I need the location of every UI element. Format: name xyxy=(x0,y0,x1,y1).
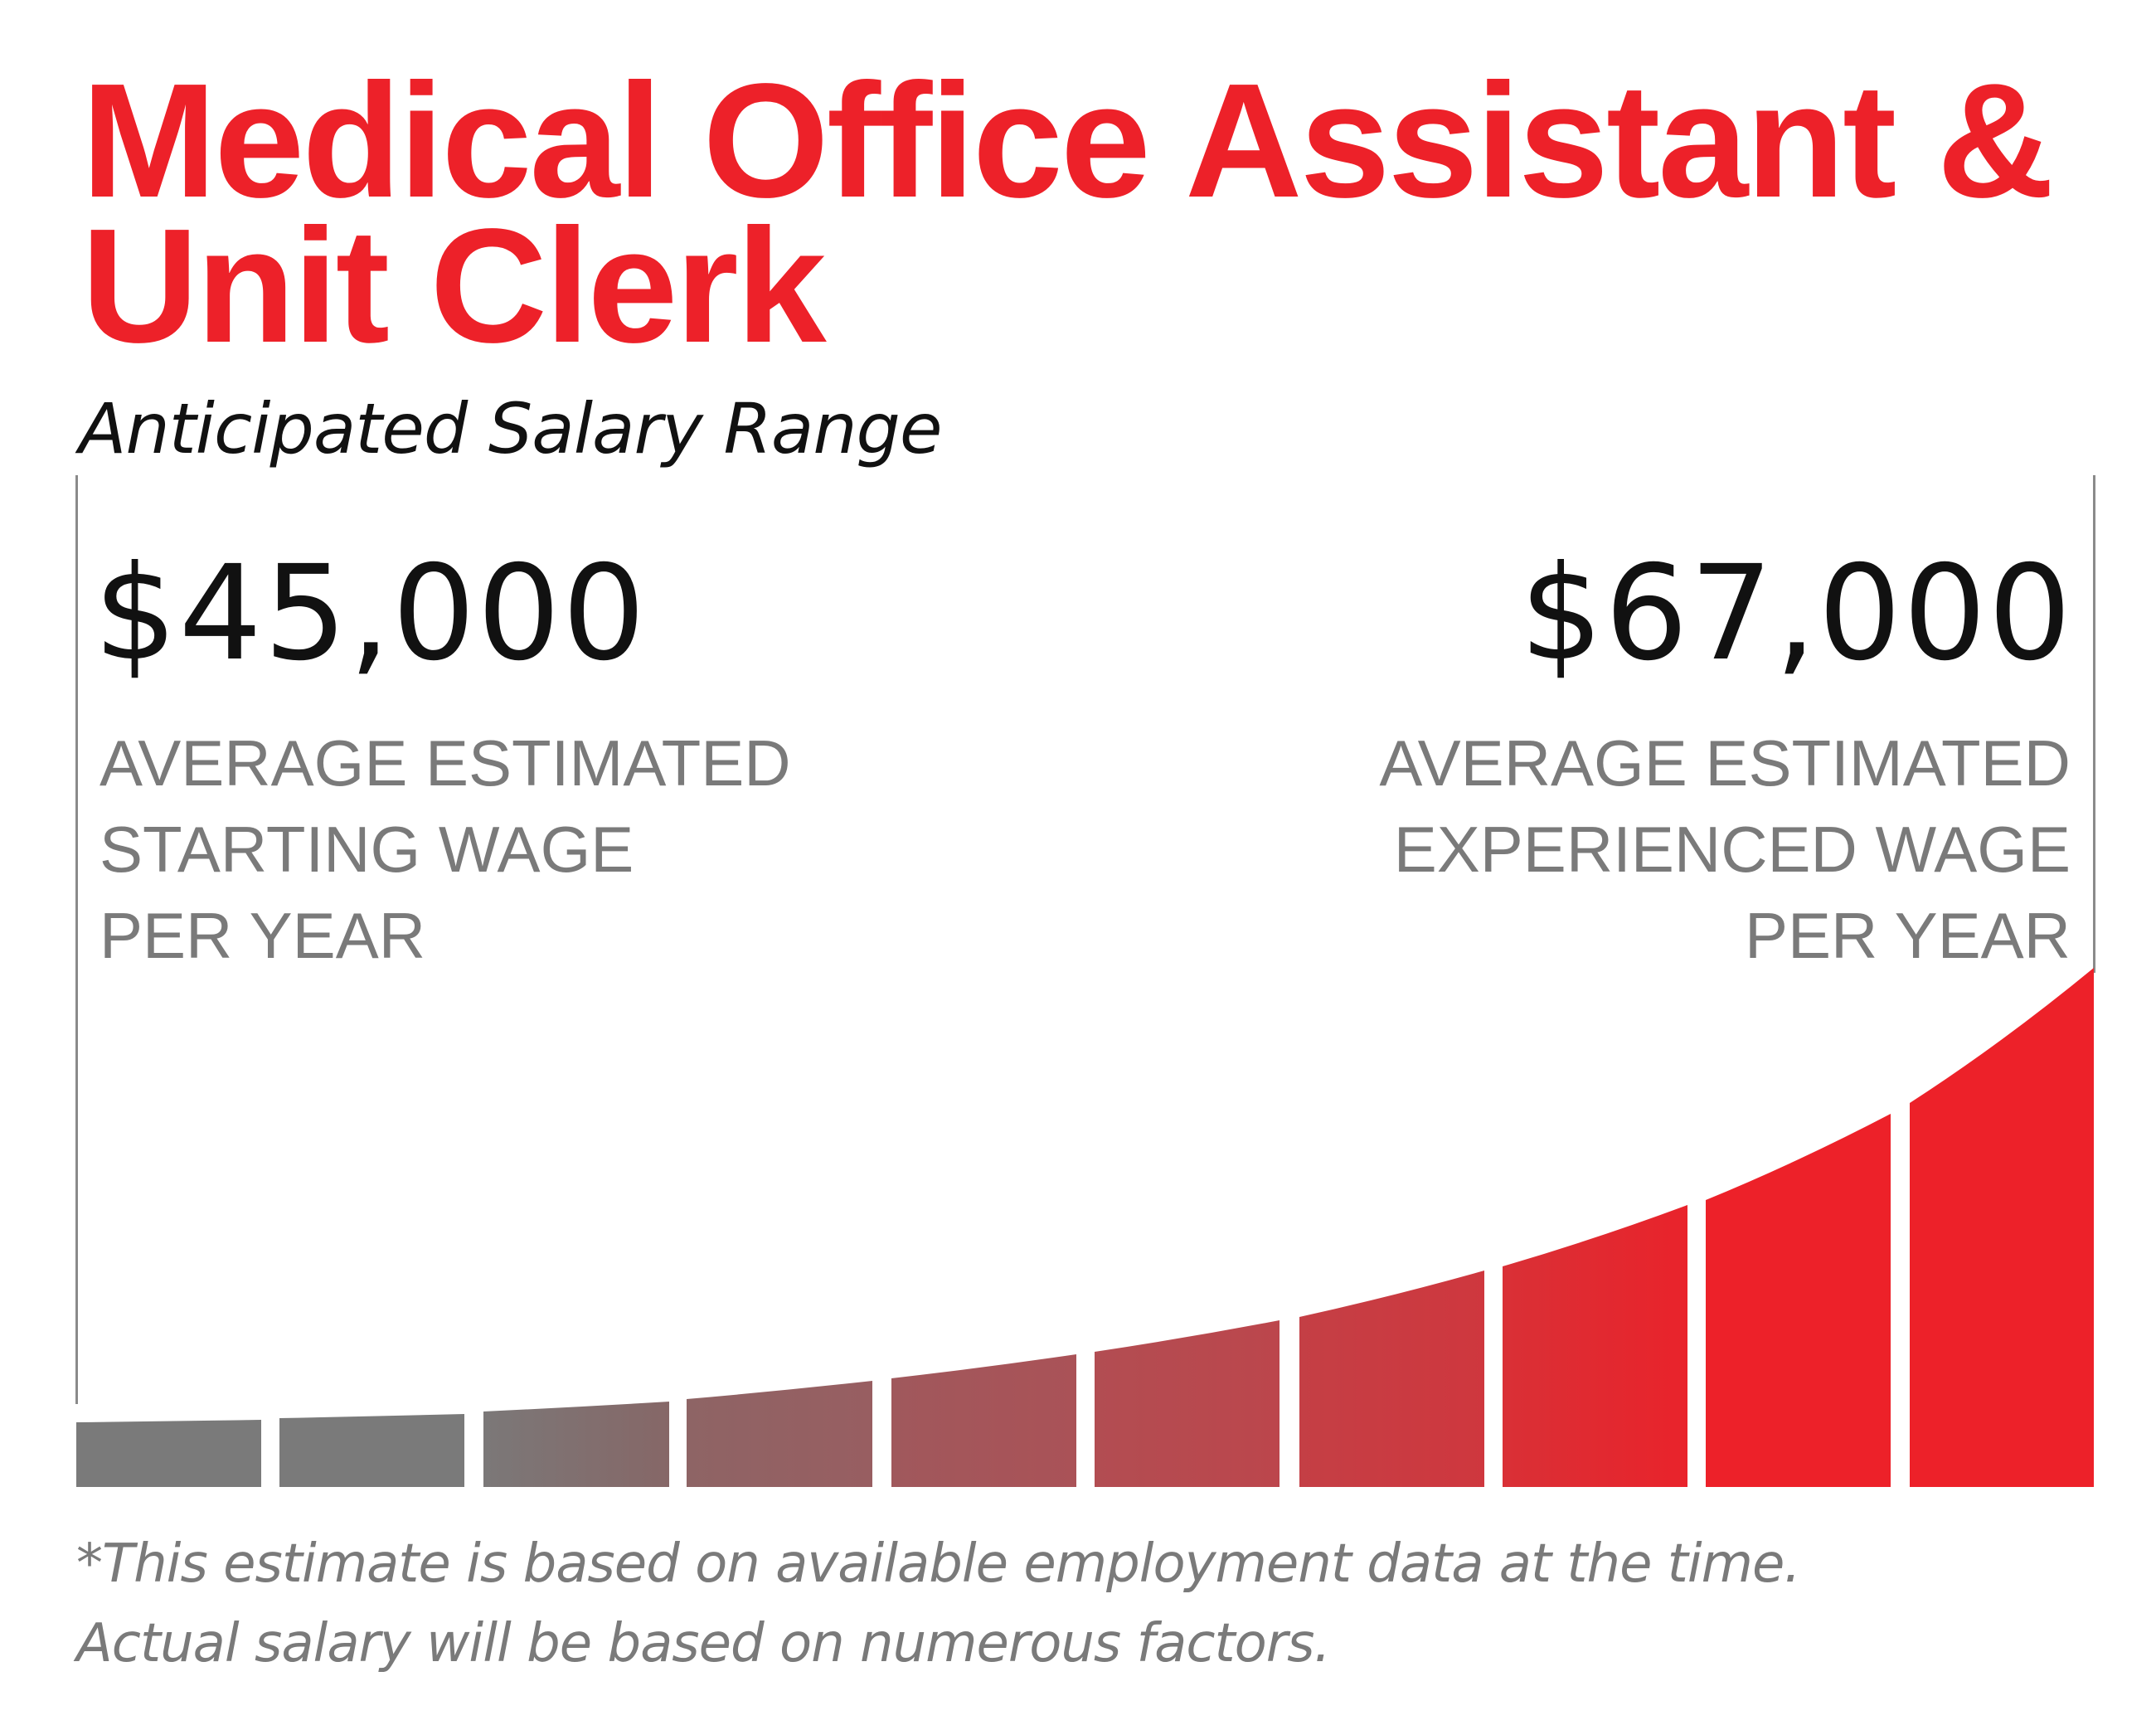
disclaimer-footnote: *This estimate is based on available emp… xyxy=(76,1524,1801,1684)
starting-label-line: AVERAGE ESTIMATED xyxy=(100,726,791,799)
starting-label-line: PER YEAR xyxy=(100,899,426,972)
right-range-divider xyxy=(2093,475,2095,973)
salary-bar xyxy=(76,1420,261,1487)
experienced-label-line: AVERAGE ESTIMATED xyxy=(1379,726,2071,799)
footnote-line-1: *This estimate is based on available emp… xyxy=(76,1533,1801,1595)
experienced-label-line: PER YEAR xyxy=(1744,899,2071,972)
title-line-2: Unit Clerk xyxy=(81,195,827,377)
footnote-line-2: Actual salary will be based on numerous … xyxy=(76,1613,1331,1674)
salary-bar xyxy=(1095,1320,1280,1487)
salary-bar xyxy=(687,1381,872,1487)
left-range-divider xyxy=(75,475,78,1404)
salary-bar xyxy=(1706,1114,1891,1487)
title-line-1: Medical Office Assistant & xyxy=(81,50,2054,231)
page-title: Medical Office Assistant & Unit Clerk xyxy=(81,50,2054,377)
salary-bar xyxy=(1503,1205,1687,1487)
starting-wage-amount: $45,000 xyxy=(94,537,648,690)
starting-wage-label: AVERAGE ESTIMATED STARTING WAGE PER YEAR xyxy=(100,720,791,979)
experienced-wage-label: AVERAGE ESTIMATED EXPERIENCED WAGE PER Y… xyxy=(1379,720,2071,979)
salary-bar xyxy=(279,1414,464,1487)
subtitle: Anticipated Salary Range xyxy=(79,388,943,469)
salary-bar xyxy=(1910,968,2094,1487)
salary-bar xyxy=(483,1402,669,1487)
starting-label-line: STARTING WAGE xyxy=(100,813,634,886)
experienced-label-line: EXPERIENCED WAGE xyxy=(1393,813,2071,886)
salary-bars xyxy=(76,968,2094,1487)
salary-bar xyxy=(1299,1271,1484,1487)
salary-bar xyxy=(891,1354,1076,1487)
experienced-wage-amount: $67,000 xyxy=(1519,537,2073,690)
